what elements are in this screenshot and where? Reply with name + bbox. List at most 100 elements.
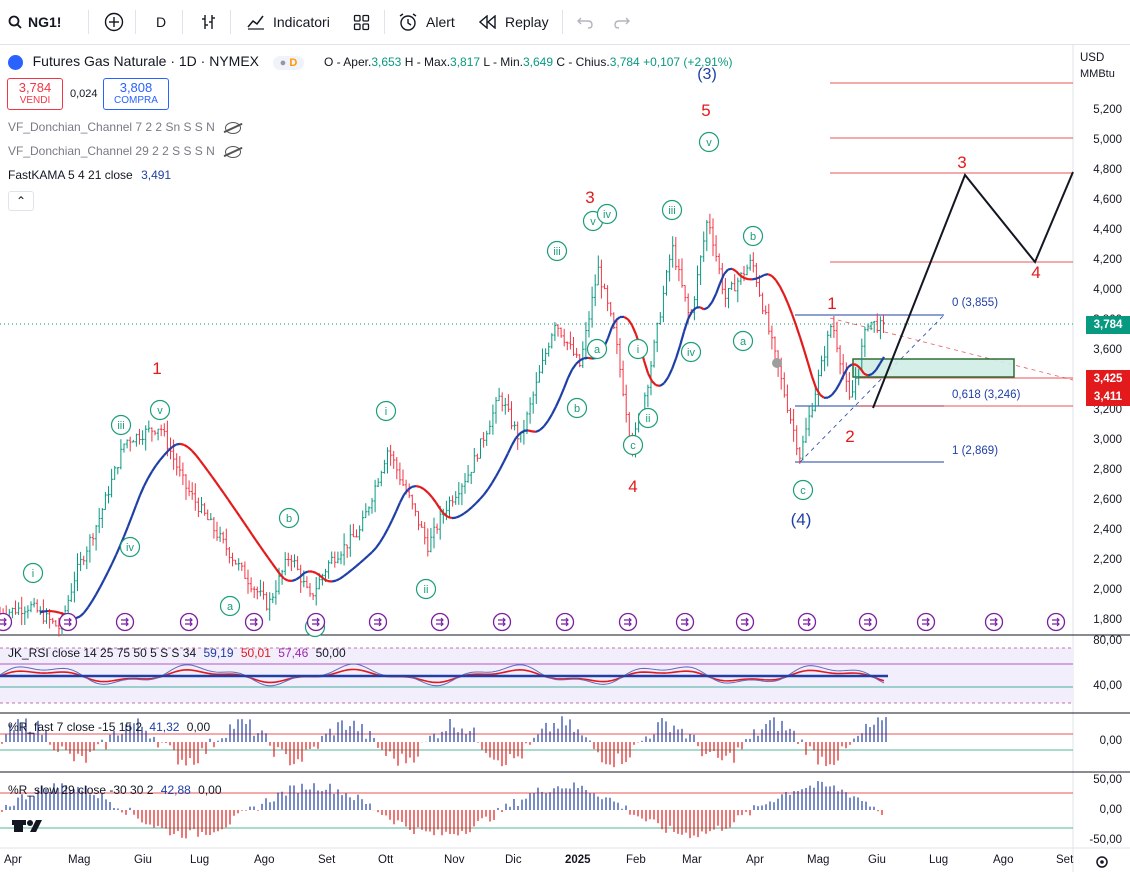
replay-button[interactable]: Replay <box>479 0 549 44</box>
price-bar <box>879 316 882 339</box>
event-arrow-icon[interactable] <box>557 614 574 631</box>
event-arrow-icon[interactable] <box>246 614 263 631</box>
kama-segment <box>260 546 264 552</box>
event-arrow-icon[interactable] <box>620 614 637 631</box>
indicator-donchian-29[interactable]: VF_Donchian_Channel 29 2 2 S S S N <box>8 144 241 158</box>
interval-button[interactable]: D <box>156 0 166 44</box>
event-arrow-icon[interactable] <box>860 614 877 631</box>
rslow-tick: 50,00 <box>1093 774 1122 786</box>
chart-title[interactable]: Futures Gas Naturale · 1D · NYMEX <box>33 53 259 69</box>
indicator-donchian-7[interactable]: VF_Donchian_Channel 7 2 2 Sn S S N <box>8 120 241 134</box>
time-tick: Lug <box>929 854 948 866</box>
rsi-legend[interactable]: JK_RSI close 14 25 75 50 5 S S 34 59,19 … <box>8 646 346 660</box>
price-bar <box>334 552 337 568</box>
price-tick: 2,000 <box>1093 584 1122 596</box>
price-tick: 4,200 <box>1093 254 1122 266</box>
event-arrow-icon[interactable] <box>918 614 935 631</box>
price-tick: 5,000 <box>1093 134 1122 146</box>
indicators-label: Indicatori <box>273 14 330 30</box>
price-bar <box>157 429 160 441</box>
event-arrow-icon[interactable] <box>986 614 1003 631</box>
kama-segment <box>472 503 476 507</box>
price-bar <box>727 288 730 308</box>
settings-gear-icon[interactable] <box>1097 857 1107 867</box>
high-label: H - Max. <box>405 55 450 69</box>
kama-segment <box>416 486 420 487</box>
redo-button[interactable] <box>613 0 631 44</box>
price-bar <box>244 561 247 578</box>
kama-segment <box>396 503 400 512</box>
price-bar <box>436 524 439 534</box>
undo-button[interactable] <box>576 0 594 44</box>
price-bar <box>464 473 467 494</box>
kama-segment <box>392 512 396 521</box>
event-arrow-icon[interactable] <box>737 614 754 631</box>
event-arrow-icon[interactable] <box>60 614 77 631</box>
kama-segment <box>388 520 392 528</box>
symbol-search[interactable]: NG1! <box>8 0 61 44</box>
price-axis[interactable]: USD MMBtu <box>1074 48 1130 80</box>
svg-text:i: i <box>32 568 34 580</box>
sell-button[interactable]: 3,784 VENDI <box>7 78 63 110</box>
price-bar <box>179 456 182 476</box>
event-arrow-icon[interactable] <box>1048 614 1065 631</box>
kama-segment <box>192 451 196 455</box>
event-arrow-icon[interactable] <box>181 614 198 631</box>
price-bar <box>206 509 209 519</box>
price-bar <box>671 236 674 267</box>
currency-select[interactable]: USD <box>1080 48 1130 68</box>
indicator-fastkama[interactable]: FastKAMA 5 4 21 close 3,491 <box>8 168 171 182</box>
price-bar <box>386 447 389 473</box>
event-arrow-icon[interactable] <box>308 614 325 631</box>
layout-templates-button[interactable] <box>353 0 370 44</box>
event-arrow-icon[interactable] <box>799 614 816 631</box>
price-bar <box>501 392 504 411</box>
event-arrow-icon[interactable] <box>677 614 694 631</box>
kama-segment <box>336 579 340 581</box>
event-arrow-icon[interactable] <box>117 614 134 631</box>
event-arrow-icon[interactable] <box>432 614 449 631</box>
svg-text:iii: iii <box>117 420 124 432</box>
price-bar <box>504 398 507 415</box>
price-tick: 4,000 <box>1093 284 1122 296</box>
rslow-legend[interactable]: %R_slow 29 close -30 30 2 42,88 0,00 <box>8 783 222 797</box>
price-bar <box>569 332 572 350</box>
kama-segment <box>796 325 800 337</box>
change-value: +0,107 (+2,91%) <box>643 55 732 69</box>
chart-type-button[interactable] <box>200 0 218 44</box>
svg-text:c: c <box>800 485 806 497</box>
rfast-legend[interactable]: %R_fast 7 close -15 15 2 41,32 0,00 <box>8 720 210 734</box>
kama-segment <box>528 430 532 431</box>
kama-segment <box>656 385 660 386</box>
price-bar <box>423 522 426 544</box>
svg-text:v: v <box>157 405 163 417</box>
close-value: 3,784 <box>610 55 640 69</box>
event-arrow-icon[interactable] <box>494 614 511 631</box>
price-bar <box>662 286 665 322</box>
compare-button[interactable] <box>104 0 124 44</box>
unit-select[interactable]: MMBtu <box>1080 68 1130 80</box>
indicators-button[interactable]: Indicatori <box>246 0 330 44</box>
kama-segment <box>820 395 824 398</box>
kama-segment <box>128 516 132 526</box>
svg-text:a: a <box>227 601 234 613</box>
rsi-tick: 40,00 <box>1093 680 1122 692</box>
hidden-eye-icon[interactable] <box>225 146 241 158</box>
buy-button[interactable]: 3,808 COMPRA <box>103 78 169 110</box>
price-bar <box>811 403 814 418</box>
event-arrow-icon[interactable] <box>370 614 387 631</box>
price-bar <box>833 316 836 338</box>
kama-segment <box>492 476 496 483</box>
event-arrow-icon[interactable] <box>0 614 12 631</box>
alert-button[interactable]: Alert <box>398 0 455 44</box>
hidden-eye-icon[interactable] <box>225 122 241 134</box>
price-bar <box>70 583 73 602</box>
price-bar <box>625 385 628 423</box>
time-tick: Ago <box>993 854 1013 866</box>
price-bar <box>144 425 147 450</box>
price-bar <box>467 465 470 483</box>
price-bar <box>262 582 265 600</box>
kama-segment <box>256 540 260 546</box>
price-bar <box>228 547 231 563</box>
collapse-legend-button[interactable]: ⌃ <box>8 191 34 211</box>
